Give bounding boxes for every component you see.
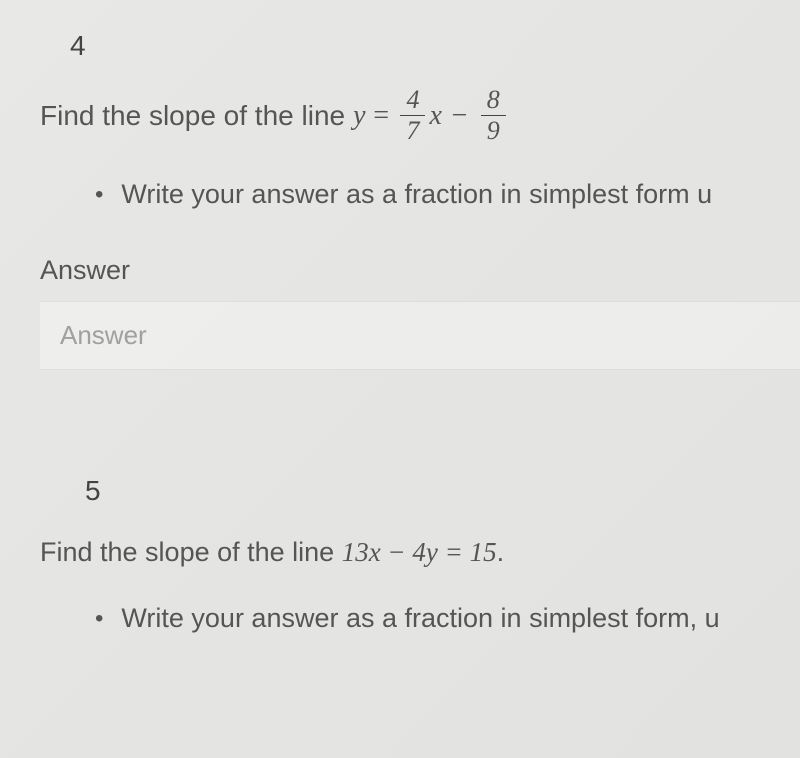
frac1-denominator: 7 xyxy=(400,116,425,144)
question-4-equation: y = 4 7 x − 8 9 xyxy=(353,87,510,144)
equation-lhs: y xyxy=(353,100,365,132)
minus-sign: − xyxy=(450,100,469,132)
question-4-number: 4 xyxy=(70,30,800,62)
instruction-text-5: Write your answer as a fraction in simpl… xyxy=(121,603,719,634)
answer-label: Answer xyxy=(40,255,800,286)
question-5-prompt-before: Find the slope of the line xyxy=(40,537,342,567)
question-4-prompt: Find the slope of the line y = 4 7 x − 8… xyxy=(40,87,800,144)
question-5-equation: 13x − 4y = 15 xyxy=(342,537,497,567)
bullet-icon: • xyxy=(95,603,103,634)
x-variable: x xyxy=(429,100,441,132)
equals-sign: = xyxy=(372,100,391,132)
answer-input[interactable] xyxy=(40,301,800,370)
question-5-prompt: Find the slope of the line 13x − 4y = 15… xyxy=(40,537,800,568)
frac2-denominator: 9 xyxy=(481,116,506,144)
bullet-icon: • xyxy=(95,179,103,210)
question-5-prompt-after: . xyxy=(497,537,505,567)
frac2-numerator: 8 xyxy=(481,87,506,116)
question-4-block: 4 Find the slope of the line y = 4 7 x −… xyxy=(40,30,800,370)
question-5-number: 5 xyxy=(85,475,800,507)
question-4-prompt-text: Find the slope of the line xyxy=(40,100,345,132)
question-5-instruction: • Write your answer as a fraction in sim… xyxy=(95,603,800,634)
question-5-block: 5 Find the slope of the line 13x − 4y = … xyxy=(40,475,800,634)
instruction-text: Write your answer as a fraction in simpl… xyxy=(121,179,712,210)
fraction-1: 4 7 xyxy=(400,87,425,144)
frac1-numerator: 4 xyxy=(400,87,425,116)
question-4-instruction: • Write your answer as a fraction in sim… xyxy=(95,179,800,210)
fraction-2: 8 9 xyxy=(481,87,506,144)
